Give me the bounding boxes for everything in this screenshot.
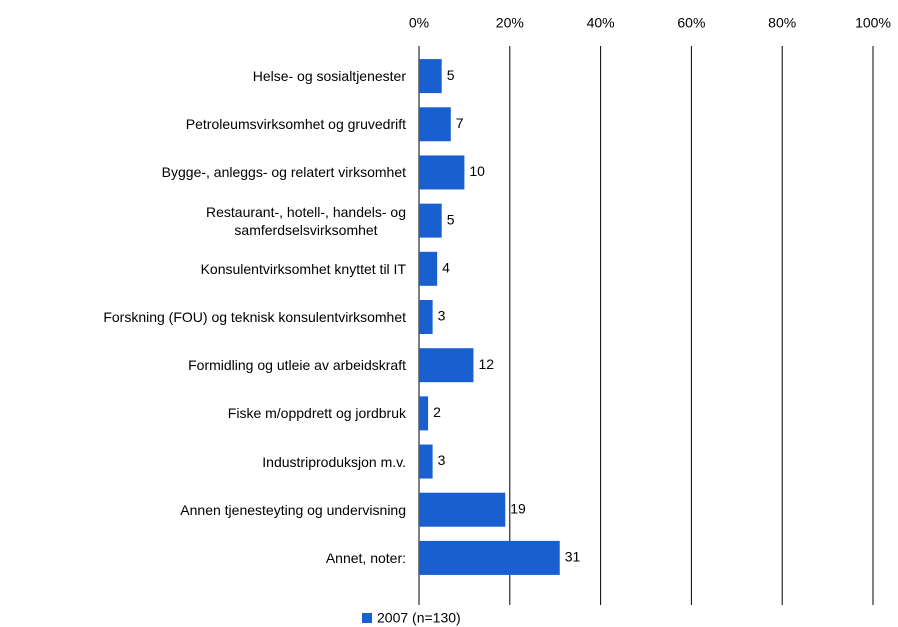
category-text: Restaurant-, hotell-, handels- og samfer… (206, 203, 406, 238)
category-text: Industriproduksjon m.v. (262, 453, 406, 470)
category-text: Formidling og utleie av arbeidskraft (188, 357, 406, 374)
category-text: Annet, noter: (325, 549, 406, 566)
category-label: Forskning (FOU) og teknisk konsulentvirk… (103, 308, 406, 326)
bar (419, 540, 560, 575)
data-label: 31 (565, 549, 581, 565)
data-label: 3 (438, 308, 446, 324)
legend-label: 2007 (n=130) (377, 610, 461, 626)
x-tick-label: 20% (496, 15, 524, 31)
data-label: 12 (478, 356, 494, 372)
bar (419, 251, 438, 286)
category-label: Industriproduksjon m.v. (262, 453, 406, 471)
data-label: 5 (447, 67, 455, 83)
x-tick-label: 80% (768, 15, 796, 31)
x-tick-label: 100% (855, 15, 891, 31)
bar (419, 203, 442, 238)
data-label: 4 (442, 260, 450, 276)
bar (419, 107, 451, 142)
category-label: Petroleumsvirksomhet og gruvedrift (186, 115, 406, 133)
category-text: Bygge-, anleggs- og relatert virksomhet (161, 164, 406, 181)
data-label: 19 (510, 500, 526, 516)
data-label: 10 (469, 163, 485, 179)
bar (419, 155, 465, 190)
category-text: Forskning (FOU) og teknisk konsulentvirk… (103, 309, 406, 325)
bar (419, 348, 474, 383)
x-tick-label: 0% (409, 15, 429, 31)
data-label: 5 (447, 211, 455, 227)
category-text: Petroleumsvirksomhet og gruvedrift (185, 116, 406, 133)
x-tick-label: 60% (677, 15, 705, 31)
bar (419, 300, 433, 334)
category-text: Helse- og sosialtjenester (252, 68, 406, 85)
category-label: Fiske m/oppdrett og jordbruk (228, 404, 406, 422)
category-text: Konsulentvirksomhet knyttet til IT (200, 260, 406, 277)
bar (419, 59, 442, 94)
category-label: Bygge-, anleggs- og relatert virksomhet (162, 163, 406, 181)
category-label: Annen tjenesteyting og undervisning (180, 501, 406, 519)
category-label: Formidling og utleie av arbeidskraft (188, 356, 406, 374)
bar (419, 492, 506, 527)
legend-swatch (362, 613, 372, 623)
data-label: 2 (433, 404, 441, 420)
data-label: 3 (438, 452, 446, 468)
category-text: Annen tjenesteyting og undervisning (180, 501, 406, 518)
category-label: Helse- og sosialtjenester (253, 67, 406, 85)
category-label: Konsulentvirksomhet knyttet til IT (201, 260, 406, 278)
category-label: Annet, noter: (326, 549, 406, 567)
data-label: 7 (456, 115, 464, 131)
x-tick-label: 40% (587, 15, 615, 31)
category-text: Fiske m/oppdrett og jordbruk (227, 405, 406, 422)
bar (419, 396, 429, 431)
bar (419, 444, 433, 479)
category-label: Restaurant-, hotell-, handels- og samfer… (206, 203, 406, 239)
